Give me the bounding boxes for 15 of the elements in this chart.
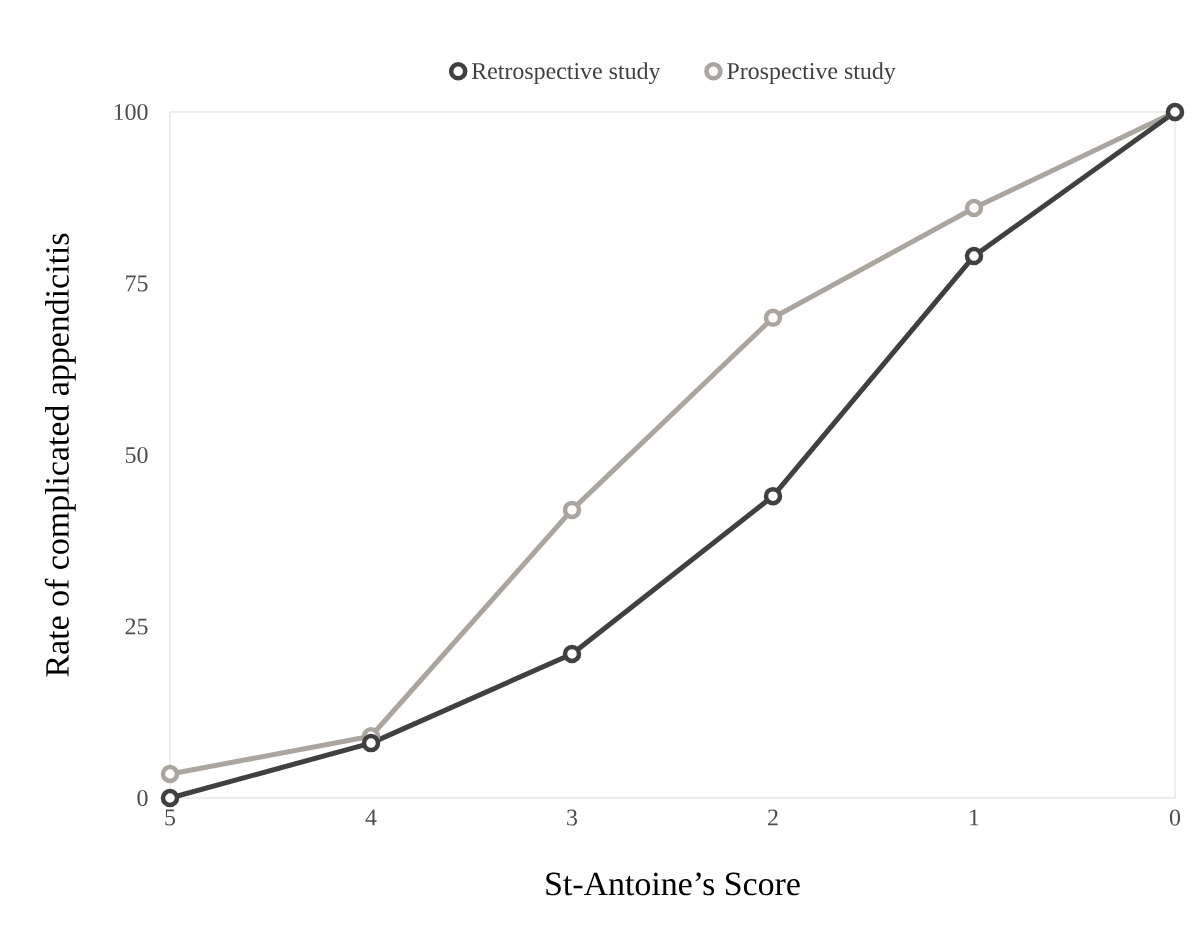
y-tick-label: 75: [126, 275, 148, 292]
x-tick-label: 4: [365, 809, 377, 826]
y-axis-title: Rate of complicated appendicitis: [44, 233, 76, 677]
x-tick-label: 1: [970, 809, 979, 826]
x-tick-label: 2: [768, 809, 778, 826]
x-tick-label: 0: [1169, 809, 1181, 826]
x-tick-label: 5: [165, 809, 176, 826]
y-tick-label: 50: [125, 446, 148, 464]
legend-label: Retrospective study: [471, 62, 661, 85]
y-tick-label: 100: [114, 103, 148, 121]
legend-label: Prospective study: [727, 62, 896, 85]
y-tick-label: 25: [125, 618, 148, 635]
x-tick-label: 3: [567, 809, 578, 826]
y-tick-label: 0: [137, 789, 148, 807]
x-axis-title: St-Antoine’s Score: [546, 872, 800, 896]
